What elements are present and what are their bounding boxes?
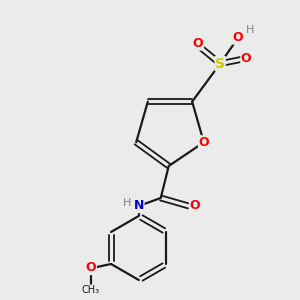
Text: O: O xyxy=(193,37,203,50)
Text: H: H xyxy=(123,198,131,208)
Text: S: S xyxy=(215,57,225,70)
Text: O: O xyxy=(86,262,96,275)
Text: N: N xyxy=(134,200,144,212)
Text: O: O xyxy=(241,52,251,65)
Text: O: O xyxy=(233,31,244,44)
Text: CH₃: CH₃ xyxy=(82,285,100,295)
Text: O: O xyxy=(199,136,209,149)
Text: H: H xyxy=(246,25,254,34)
Text: O: O xyxy=(189,200,200,212)
